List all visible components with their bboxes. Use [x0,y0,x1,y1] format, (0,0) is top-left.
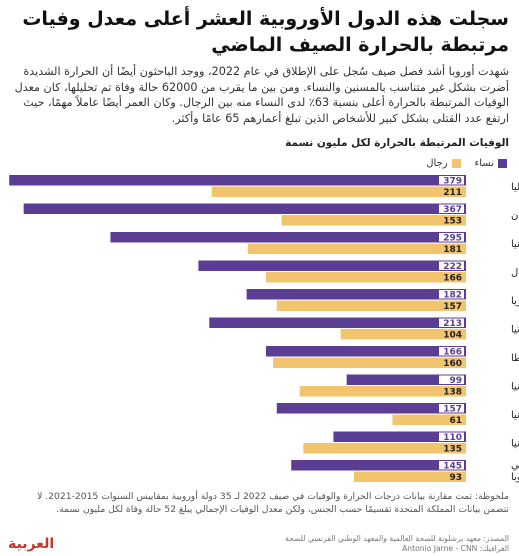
value-label-bg-women [439,176,464,185]
category-label: رومانيا [511,439,519,450]
value-label-bg-women [439,432,464,441]
source-credits: المصدر: معهد برشلونة للصحة العالمية والم… [89,534,509,554]
category-label: البرتغال [511,268,519,279]
value-label-bg-women [439,461,464,470]
footer: العربية المصدر: معهد برشلونة للصحة العال… [0,533,519,556]
brand-logo: العربية [8,536,55,552]
value-label-men: 104 [443,331,462,341]
bar-women [276,403,466,414]
category-label: المتوسط في [511,460,519,471]
value-label-bg-women [439,318,464,327]
category-label: ليتوانيا [511,382,519,393]
category-label: إستونيا [511,410,519,421]
bar-men [299,386,466,397]
value-label-bg-women [439,404,464,413]
value-label-women: 145 [443,462,462,472]
bar-women [333,431,466,442]
bar-men [211,186,466,197]
value-label-bg-women [439,375,464,384]
value-label-men: 61 [449,416,462,426]
category-label: إسبانيا [511,239,519,250]
bar-women [198,260,466,271]
bar-men [281,215,466,226]
legend-swatch-men [451,158,461,168]
category-label: بلغاريا [511,296,519,307]
value-label-men: 160 [443,359,462,369]
bar-men [247,243,466,254]
value-label-women: 379 [443,177,462,187]
bar-women [346,374,466,385]
page-title: سجلت هذه الدول الأوروبية العشر أعلى معدل… [22,8,509,56]
value-label-women: 166 [443,348,462,358]
value-label-men: 211 [443,188,462,198]
bar-women [265,346,466,357]
value-label-men: 166 [443,274,462,284]
bar-women [209,317,467,328]
value-label-women: 367 [443,205,462,215]
legend-label-women: نساء [474,157,494,169]
legend-swatch-women [498,158,507,168]
bar-women [9,175,467,186]
bar-women [110,232,467,243]
value-label-women: 110 [443,433,462,443]
legend-item-women: نساء [475,158,507,169]
value-label-men: 157 [443,302,462,312]
category-label: إيطاليا [511,182,519,193]
value-label-men: 153 [443,217,462,227]
bar-men [276,300,466,311]
value-label-bg-women [439,261,464,270]
bar-men [353,471,466,482]
category-label: اليونان [511,211,519,222]
value-label-bg-women [439,204,464,213]
bar-men [392,414,466,425]
legend-item-men: رجال [426,157,461,169]
value-label-bg-women [439,233,464,242]
chart-notes: ملحوظة: تمت مقارنة بيانات درجات الحرارة … [37,491,509,515]
value-label-women: 182 [443,291,462,301]
bar-women [246,289,466,300]
page-subtitle: شهدت أوروبا أشد فصل صيف سُجل على الإطلاق… [14,65,509,125]
bar-men [265,272,466,283]
category-label: دول أوروبا [511,470,519,483]
value-label-men: 138 [443,388,462,398]
value-label-bg-women [439,290,464,299]
chart-title: الوفيات المرتبطة بالحرارة لكل مليون نسمة [285,137,509,149]
value-label-women: 157 [443,405,462,415]
value-label-women: 295 [443,234,462,244]
value-label-men: 135 [443,445,462,455]
chart-legend: نساء رجال [426,156,507,170]
bar-men [340,329,466,340]
graphic-credit-line: الغرافيك: Antonio Jarne - CNN [402,544,509,553]
source-line: المصدر: معهد برشلونة للصحة العالمية والم… [285,534,509,543]
bar-men [303,443,466,454]
category-label: كرواتيا [511,325,519,336]
value-label-women: 99 [449,376,462,386]
category-label: مالطا [511,353,519,364]
bar-men [273,357,466,368]
value-label-women: 213 [443,319,462,329]
bar-women [23,203,466,214]
value-label-men: 181 [443,245,462,255]
legend-label-men: رجال [426,157,448,169]
value-label-bg-women [439,347,464,356]
bar-women [291,460,466,471]
value-label-men: 93 [449,473,462,483]
value-label-women: 222 [443,262,462,272]
